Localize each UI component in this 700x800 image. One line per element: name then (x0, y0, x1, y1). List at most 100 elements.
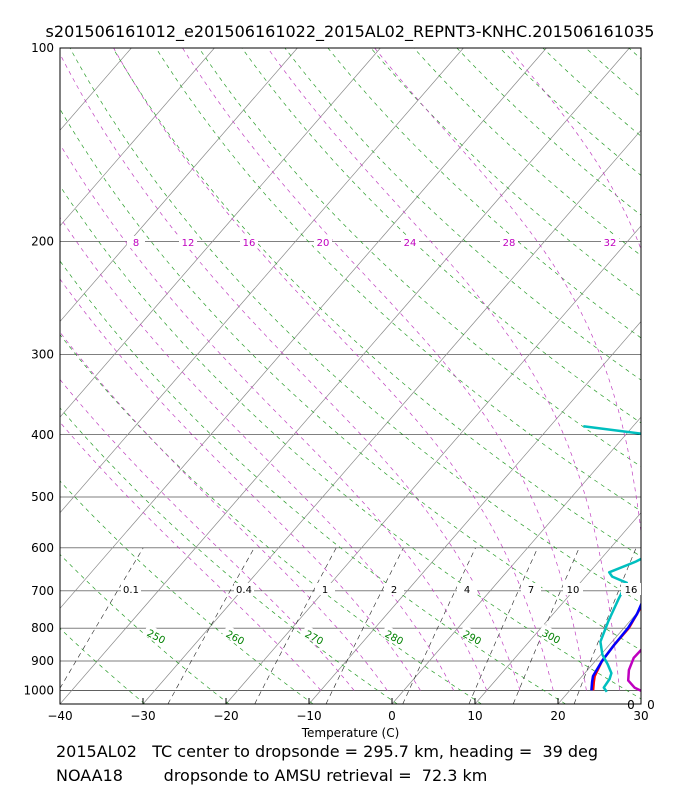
mixing-ratio-label: 4 (464, 585, 470, 596)
dry-adiabat-label-bg (221, 624, 251, 648)
mixing-ratio-label-bg (384, 583, 404, 595)
y-tick-label: 300 (31, 347, 54, 361)
y-tick-label: 400 (31, 428, 54, 442)
corner-label: 0 (627, 698, 635, 712)
moist-adiabat-line (182, 48, 587, 691)
moist-adiabat-label-bg (314, 236, 332, 248)
mixing-ratio-label: 0.4 (236, 585, 252, 596)
dry-adiabat-line (585, 48, 641, 98)
dry-adiabat-line (327, 48, 641, 339)
moist-adiabat-label-bg (601, 236, 619, 248)
isotherm-line (60, 48, 547, 609)
y-tick-label: 100 (31, 41, 54, 55)
x-tick-label: −30 (130, 709, 155, 723)
moist-adiabat-line (60, 216, 454, 691)
dry-adiabat-line (413, 48, 641, 256)
dry-adiabat-line (60, 260, 566, 704)
y-tick-label: 200 (31, 234, 54, 248)
dry-adiabat-line (60, 108, 641, 651)
dry-adiabat-line (370, 48, 641, 297)
dewpoint-profile-line (590, 601, 641, 691)
moist-adiabat-label-bg (500, 236, 518, 248)
moist-adiabat-line (113, 48, 554, 691)
mixing-ratio-label-bg (457, 583, 477, 595)
moist-adiabat-line (267, 48, 620, 691)
x-tick-label: 30 (633, 709, 648, 723)
mixing-ratio-label: 1 (322, 585, 328, 596)
x-axis-label: Temperature (C) (301, 726, 400, 740)
moist-adiabat-line (658, 48, 700, 690)
mixing-ratio-label-bg (621, 583, 641, 595)
moist-adiabat-label: 12 (182, 238, 195, 249)
dry-adiabat-line (542, 48, 641, 137)
mixing-ratio-line (167, 547, 255, 704)
mixing-ratio-label-bg (521, 583, 541, 595)
mixing-ratio-label: 7 (528, 585, 534, 596)
y-tick-label: 1000 (23, 683, 54, 697)
moist-adiabat-label-bg (401, 236, 419, 248)
isotherm-line (391, 416, 641, 704)
dry-adiabat-line (499, 48, 641, 176)
moist-adiabat-label: 20 (317, 238, 330, 249)
isotherm-line (60, 48, 381, 418)
dry-adiabat-line (69, 48, 641, 604)
moist-adiabat-line (60, 53, 521, 691)
dry-adiabat-label-bg (142, 623, 172, 647)
mixing-ratio-label-bg (563, 583, 583, 595)
footer-tc-distance: 2015AL02 TC center to dropsonde = 295.7 … (56, 742, 599, 761)
dry-adiabat-line (241, 48, 641, 424)
mixing-ratio-label: 16 (625, 585, 638, 596)
dry-adiabat-label-bg (380, 624, 410, 648)
mixing-ratio-line (573, 547, 637, 704)
dry-adiabat-line (284, 48, 641, 381)
moist-adiabat-label: 32 (604, 238, 617, 249)
isotherm-line (557, 607, 641, 704)
moist-adiabat-line (60, 278, 421, 691)
dry-adiabat-line (60, 553, 230, 704)
footer-amsu-distance: NOAA18 dropsonde to AMSU retrieval = 72.… (56, 766, 488, 785)
temperature-profile-line (591, 603, 641, 691)
plot-frame (59, 47, 642, 705)
isotherm-line (225, 225, 641, 704)
moist-adiabat-line (374, 48, 641, 535)
dry-adiabat-label-bg (458, 624, 488, 648)
moist-adiabat-label-bg (240, 236, 258, 248)
mixing-ratio-label: 10 (567, 585, 580, 596)
moist-adiabat-label-bg (179, 236, 197, 248)
moist-adiabat-line (60, 421, 322, 691)
dry-adiabat-line (60, 627, 146, 704)
isotherm-line (0, 48, 48, 704)
isotherm-line (60, 48, 298, 323)
mixing-ratio-label: 2 (391, 585, 397, 596)
moist-adiabat-label: 16 (243, 238, 256, 249)
y-tick-label: 600 (31, 541, 54, 555)
mixing-ratio-line (468, 547, 538, 704)
isotherm-line (60, 48, 464, 514)
moist-adiabat-line (60, 143, 488, 691)
mixing-ratio-line (254, 547, 337, 704)
isotherm-line (60, 48, 630, 704)
x-tick-label: −10 (296, 709, 321, 723)
moist-adiabat-label: 24 (404, 238, 417, 249)
moist-adiabat-label-bg (127, 236, 145, 248)
mixing-ratio-line (60, 547, 144, 689)
dry-adiabat-line (112, 48, 641, 557)
y-tick-label: 500 (31, 490, 54, 504)
dry-adiabat-label-bg (537, 623, 567, 647)
chart-title: s201506161012_e201506161022_2015AL02_REP… (45, 22, 655, 41)
moist-adiabat-label: 8 (133, 238, 139, 249)
y-tick-label: 900 (31, 654, 54, 668)
mixing-ratio-label-bg (121, 583, 141, 595)
dry-adiabat-line (60, 480, 314, 704)
dry-adiabat-line (60, 185, 641, 700)
mixing-ratio-line (402, 547, 476, 704)
dry-adiabat-line (672, 48, 700, 704)
x-tick-label: 10 (467, 709, 482, 723)
y-tick-label: 700 (31, 584, 54, 598)
dry-adiabat-label-bg (300, 624, 330, 648)
retrieval-temperature-line (626, 648, 641, 693)
mixing-ratio-label-bg (315, 583, 335, 595)
mixing-ratio-line (325, 547, 404, 704)
x-tick-label: 0 (388, 709, 396, 723)
